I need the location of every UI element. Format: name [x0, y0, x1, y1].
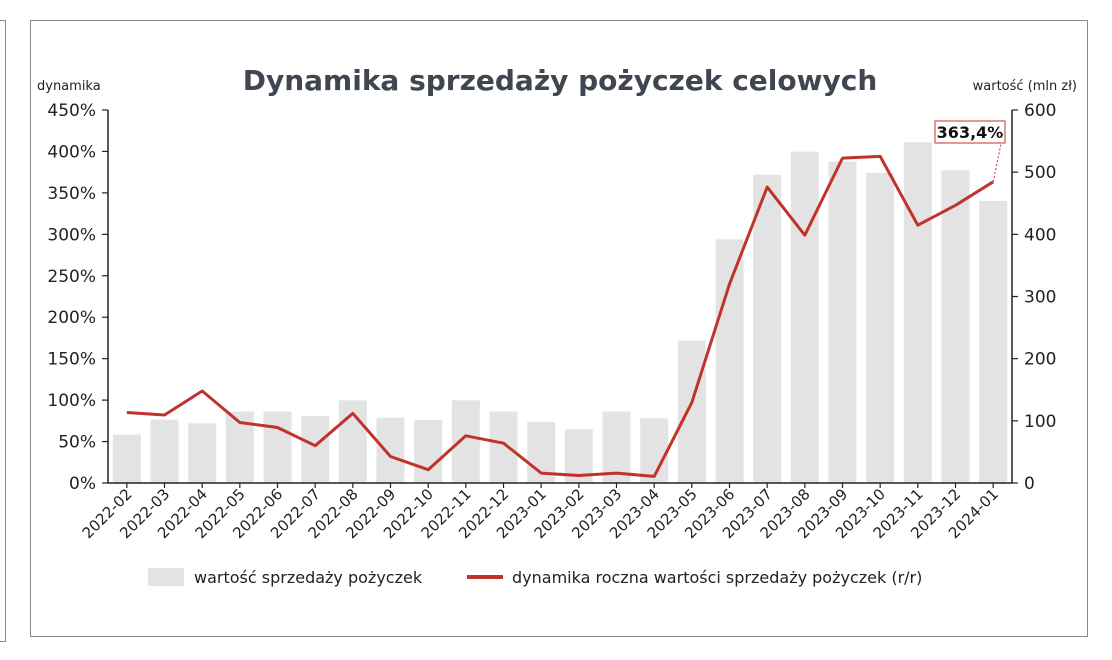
right-tick-label: 100: [1024, 412, 1056, 432]
left-tick-label: 50%: [58, 433, 96, 453]
legend-swatch-bars: [148, 568, 184, 586]
left-tick-label: 250%: [47, 267, 96, 287]
annotation-leader: [992, 142, 1002, 182]
left-tick-label: 350%: [47, 184, 96, 204]
bar: [263, 411, 292, 483]
left-tick-label: 150%: [47, 350, 96, 370]
bar: [188, 423, 217, 483]
bar: [828, 161, 857, 483]
bar: [640, 418, 669, 483]
right-tick-label: 400: [1024, 225, 1056, 245]
line-series: [126, 154, 994, 478]
right-tick-label: 200: [1024, 350, 1056, 370]
bar: [790, 151, 819, 483]
bar: [376, 417, 405, 483]
bar: [489, 411, 518, 483]
annotation: 363,4%: [934, 120, 1006, 182]
bar: [979, 200, 1008, 484]
legend-label-line: dynamika roczna wartości sprzedaży pożyc…: [512, 568, 922, 587]
right-tick-label: 500: [1024, 163, 1056, 183]
right-axis: 0 100 200 300 400 500 600: [1011, 101, 1056, 494]
bar: [677, 340, 706, 483]
bar: [602, 411, 631, 483]
left-axis-label: dynamika: [37, 79, 101, 94]
legend: wartość sprzedaży pożyczek dynamika rocz…: [148, 568, 922, 587]
bar: [866, 172, 895, 484]
left-tick-label: 300%: [47, 225, 96, 245]
x-axis: 2022-022022-032022-042022-052022-062022-…: [79, 482, 1012, 542]
left-tick-label: 0%: [69, 474, 96, 494]
bar: [301, 415, 330, 483]
bar-series: [112, 142, 1008, 484]
line-path: [126, 154, 994, 478]
left-tick-label: 400%: [47, 142, 96, 162]
right-tick-label: 600: [1024, 101, 1056, 121]
right-tick-label: 300: [1024, 288, 1056, 308]
annotation-box: [934, 120, 1006, 144]
bar: [715, 239, 744, 483]
bar: [112, 434, 141, 483]
bar: [150, 419, 179, 483]
bar: [414, 420, 443, 483]
right-axis-label: wartość (mln zł): [973, 79, 1077, 94]
bar: [753, 174, 782, 483]
bar: [451, 400, 480, 483]
chart-title: Dynamika sprzedaży pożyczek celowych: [243, 64, 878, 97]
left-tick-label: 450%: [47, 101, 96, 121]
left-tick-label: 200%: [47, 308, 96, 328]
bar: [903, 142, 932, 484]
right-tick-label: 0: [1024, 474, 1035, 494]
chart-frame: [30, 20, 1088, 637]
legend-label-bars: wartość sprzedaży pożyczek: [194, 568, 423, 587]
left-panel-border: [0, 20, 6, 642]
left-tick-label: 100%: [47, 391, 96, 411]
left-axis: 0% 50% 100% 150% 200% 250% 300% 350% 400% 450%: [47, 101, 109, 494]
bar: [941, 170, 970, 484]
annotation-label: 363,4%: [937, 123, 1004, 142]
